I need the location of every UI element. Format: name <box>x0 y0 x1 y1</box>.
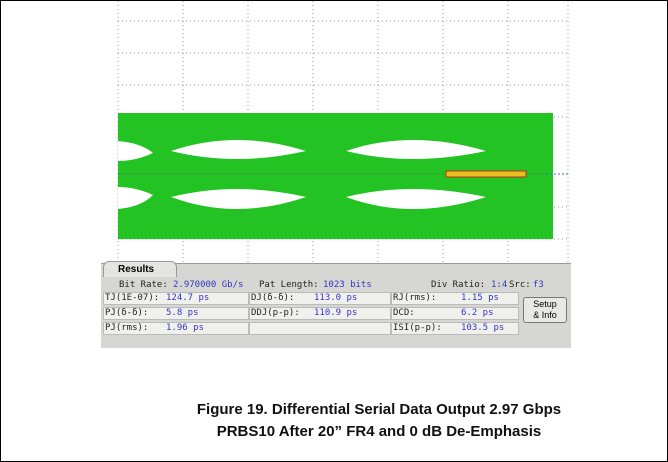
label: DDJ(p-p): <box>251 308 300 318</box>
button-line: & Info <box>524 310 566 321</box>
value: 1:4 <box>491 280 507 290</box>
label: Bit Rate: <box>119 280 168 290</box>
tab-label: Results <box>118 264 154 275</box>
label: PJ(rms): <box>105 323 148 333</box>
caption-line: PRBS10 After 20” FR4 and 0 dB De-Emphasi… <box>61 423 668 440</box>
button-line: Setup <box>524 299 566 310</box>
label: Div Ratio: <box>431 280 485 290</box>
result-cell <box>249 322 391 335</box>
label: RJ(rms): <box>393 293 436 303</box>
label: TJ(1E-07): <box>105 293 159 303</box>
value: 1023 bits <box>323 280 372 290</box>
label: ISI(p-p): <box>393 323 442 333</box>
label: DCD: <box>393 308 415 318</box>
value: 113.0 ps <box>314 293 357 303</box>
value: 2.970000 Gb/s <box>173 280 243 290</box>
value: 110.9 ps <box>314 308 357 318</box>
value: f3 <box>533 280 544 290</box>
label: Pat Length: <box>259 280 319 290</box>
value: 103.5 ps <box>461 323 504 333</box>
value: 5.8 ps <box>166 308 199 318</box>
value: 1.96 ps <box>166 323 204 333</box>
setup-info-button[interactable]: Setup & Info <box>523 297 567 323</box>
value: 6.2 ps <box>461 308 494 318</box>
eye-diagram <box>101 1 571 263</box>
value: 1.15 ps <box>461 293 499 303</box>
label: PJ(δ-δ): <box>105 308 148 318</box>
value: 124.7 ps <box>166 293 209 303</box>
results-tab[interactable]: Results <box>103 261 177 277</box>
caption-line: Figure 19. Differential Serial Data Outp… <box>61 401 668 418</box>
label: Src: <box>509 280 531 290</box>
page: Results Bit Rate: 2.970000 Gb/s Pat Leng… <box>0 0 668 462</box>
label: DJ(δ-δ): <box>251 293 294 303</box>
